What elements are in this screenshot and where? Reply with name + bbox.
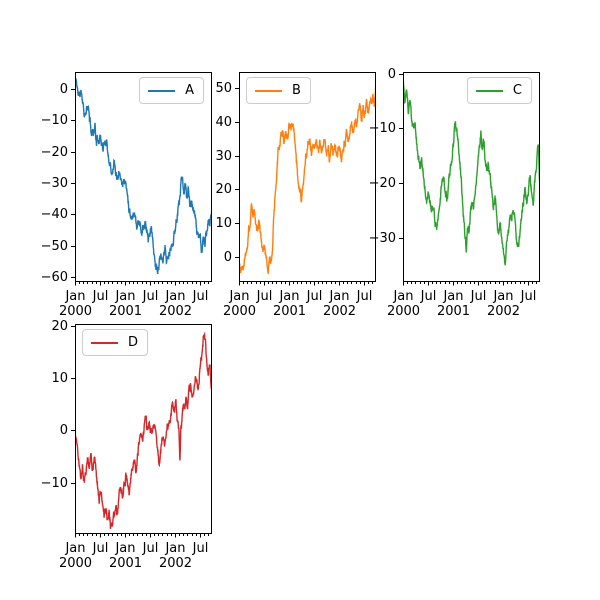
- legend-b: B: [246, 77, 311, 104]
- x-tick-label: Jan 2002: [158, 289, 193, 319]
- x-tick-year: 2002: [158, 556, 193, 571]
- y-tick-label: −40: [40, 206, 68, 222]
- x-tick-year: 2001: [436, 304, 471, 319]
- subplot-c: C: [399, 72, 540, 286]
- x-tick-label: Jul: [256, 289, 273, 304]
- y-tick-label: 10: [51, 370, 68, 386]
- series-line-c: [403, 77, 540, 266]
- y-tick-label: −30: [40, 175, 68, 191]
- y-tick-label: 0: [59, 422, 68, 438]
- y-tick-label: −50: [40, 238, 68, 254]
- legend-d: D: [82, 329, 149, 356]
- subplot-d: D: [71, 324, 212, 538]
- x-tick-label: Jul: [520, 289, 537, 304]
- x-tick-label: Jan 2002: [486, 289, 521, 319]
- x-tick-label: Jul: [420, 289, 437, 304]
- legend-line-sample-a: [148, 89, 176, 92]
- y-tick-label: 20: [215, 181, 232, 197]
- x-tick-year: 2002: [158, 304, 193, 319]
- x-tick-label: Jul: [306, 289, 323, 304]
- x-tick-label: Jan 2001: [436, 289, 471, 319]
- y-tick-label: 40: [215, 114, 232, 130]
- x-tick-label: Jan 2001: [108, 289, 143, 319]
- x-tick-label: Jan 2000: [58, 541, 93, 571]
- legend-line-sample-d: [91, 341, 118, 344]
- y-tick-label: 0: [387, 66, 396, 82]
- x-tick-year: 2001: [272, 304, 307, 319]
- x-tick-label: Jul: [470, 289, 487, 304]
- y-tick-label: −30: [368, 230, 396, 246]
- x-tick-label: Jul: [142, 541, 159, 556]
- x-tick-label: Jul: [192, 541, 209, 556]
- x-tick-label: Jan 2000: [386, 289, 421, 319]
- y-tick-label: 30: [215, 148, 232, 164]
- x-tick-label: Jan 2000: [222, 289, 257, 319]
- x-tick-label: Jul: [92, 541, 109, 556]
- x-tick-year: 2000: [222, 304, 257, 319]
- x-tick-label: Jul: [142, 289, 159, 304]
- x-tick-year: 2002: [322, 304, 357, 319]
- x-tick-year: 2001: [108, 556, 143, 571]
- legend-c: C: [466, 77, 532, 104]
- legend-label-b: B: [292, 83, 301, 98]
- x-tick-year: 2000: [58, 304, 93, 319]
- legend-a: A: [139, 77, 204, 104]
- y-tick-label: −20: [368, 175, 396, 191]
- y-tick-label: −10: [368, 120, 396, 136]
- x-tick-label: Jan 2000: [58, 289, 93, 319]
- x-tick-label: Jan 2002: [158, 541, 193, 571]
- y-tick-label: −60: [40, 269, 68, 285]
- x-tick-label: Jul: [356, 289, 373, 304]
- legend-label-d: D: [128, 335, 139, 350]
- y-tick-label: −10: [40, 112, 68, 128]
- y-tick-label: 0: [59, 81, 68, 97]
- y-tick-label: −10: [40, 475, 68, 491]
- x-tick-year: 2002: [486, 304, 521, 319]
- series-line-a: [75, 77, 212, 274]
- y-tick-label: −20: [40, 144, 68, 160]
- x-tick-year: 2000: [58, 556, 93, 571]
- tick-marks: [71, 326, 209, 538]
- legend-label-c: C: [512, 83, 522, 98]
- x-tick-year: 2001: [108, 304, 143, 319]
- legend-label-a: A: [185, 83, 194, 98]
- x-tick-label: Jan 2001: [108, 541, 143, 571]
- x-tick-label: Jul: [192, 289, 209, 304]
- y-tick-label: 10: [215, 215, 232, 231]
- x-tick-label: Jul: [92, 289, 109, 304]
- tick-marks: [399, 74, 537, 286]
- x-tick-label: Jan 2001: [272, 289, 307, 319]
- series-line-d: [75, 331, 212, 529]
- y-tick-label: 20: [51, 318, 68, 334]
- x-tick-year: 2000: [386, 304, 421, 319]
- legend-line-sample-b: [255, 89, 282, 92]
- legend-line-sample-c: [475, 89, 503, 92]
- y-tick-label: 0: [223, 249, 232, 265]
- y-tick-label: 50: [215, 80, 232, 96]
- x-tick-label: Jan 2002: [322, 289, 357, 319]
